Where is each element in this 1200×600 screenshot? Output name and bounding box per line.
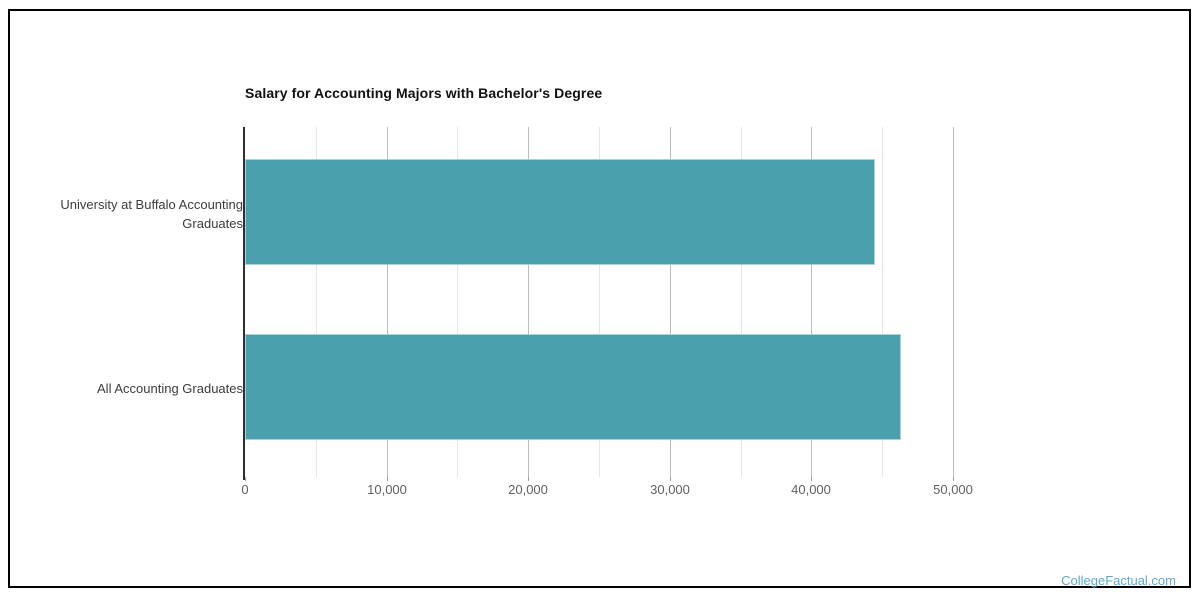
major-gridline [387,127,388,477]
x-axis-tickmark [387,477,388,481]
major-gridline [811,127,812,477]
watermark-link[interactable]: CollegeFactual.com [1061,573,1176,588]
minor-gridline [599,127,600,477]
minor-gridline [316,127,317,477]
x-axis-tickmark [670,477,671,481]
x-axis-tickmark [245,477,246,481]
minor-gridline [882,127,883,477]
minor-gridline [741,127,742,477]
x-tick-label: 10,000 [367,482,407,497]
category-label-university-at-buffalo-accounting-graduates: University at Buffalo Accounting Graduat… [60,196,243,231]
major-gridline [670,127,671,477]
chart-title: Salary for Accounting Majors with Bachel… [245,85,603,101]
x-axis-ticks: 0 10,000 20,000 30,000 40,000 50,000 [241,482,1020,500]
plot-area [245,127,1020,481]
major-gridline [953,127,954,477]
major-gridline [528,127,529,477]
x-tick-label: 0 [241,482,249,497]
x-axis-tickmark [811,477,812,481]
category-axis: University at Buffalo Accounting Graduat… [10,127,243,477]
x-tick-label: 20,000 [508,482,548,497]
y-axis-line [243,127,245,480]
x-tick-label: 30,000 [650,482,690,497]
minor-gridline [457,127,458,477]
bar-university-at-buffalo-accounting-graduates[interactable] [245,159,875,265]
category-label-all-accounting-graduates: All Accounting Graduates [97,381,243,397]
x-tick-label: 50,000 [933,482,973,497]
x-axis-tickmark [953,477,954,481]
x-axis-tickmark [528,477,529,481]
bar-all-accounting-graduates[interactable] [245,334,901,440]
x-tick-label: 40,000 [791,482,831,497]
